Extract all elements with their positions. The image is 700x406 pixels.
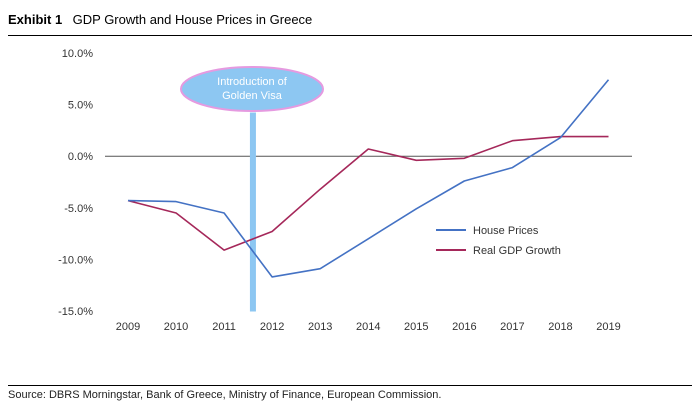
golden-visa-callout-text: Golden Visa (222, 90, 283, 102)
x-tick-label: 2016 (452, 321, 476, 333)
x-tick-label: 2013 (308, 321, 332, 333)
y-tick-label: 5.0% (68, 100, 93, 112)
series-line-real-gdp-growth (127, 135, 609, 251)
y-tick-label: -5.0% (64, 203, 93, 215)
x-tick-label: 2012 (260, 321, 284, 333)
y-tick-label: 0.0% (68, 151, 93, 163)
golden-visa-marker-bar (249, 112, 256, 312)
x-tick-label: 2017 (500, 321, 524, 333)
legend-label: Real GDP Growth (473, 245, 561, 257)
x-tick-label: 2009 (116, 321, 140, 333)
source-note: Source: DBRS Morningstar, Bank of Greece… (8, 389, 442, 401)
exhibit-title: GDP Growth and House Prices in Greece (72, 12, 313, 27)
x-tick-label: 2018 (548, 321, 572, 333)
header-rule (8, 35, 692, 36)
x-tick-label: 2015 (404, 321, 428, 333)
golden-visa-callout-text: Introduction of (217, 76, 288, 88)
y-tick-label: -15.0% (58, 306, 93, 318)
exhibit-header: Exhibit 1 GDP Growth and House Prices in… (8, 11, 692, 33)
series-line-house-prices (127, 79, 610, 278)
legend-label: House Prices (473, 225, 539, 237)
golden-visa-callout-ellipse (180, 66, 324, 112)
exhibit-label: Exhibit 1 (8, 12, 63, 27)
x-tick-label: 2010 (164, 321, 188, 333)
y-tick-label: 10.0% (62, 48, 93, 60)
y-tick-label: -10.0% (58, 254, 93, 266)
x-tick-label: 2019 (596, 321, 620, 333)
footer-rule (8, 385, 692, 386)
x-tick-label: 2014 (356, 321, 380, 333)
x-tick-label: 2011 (212, 321, 236, 333)
